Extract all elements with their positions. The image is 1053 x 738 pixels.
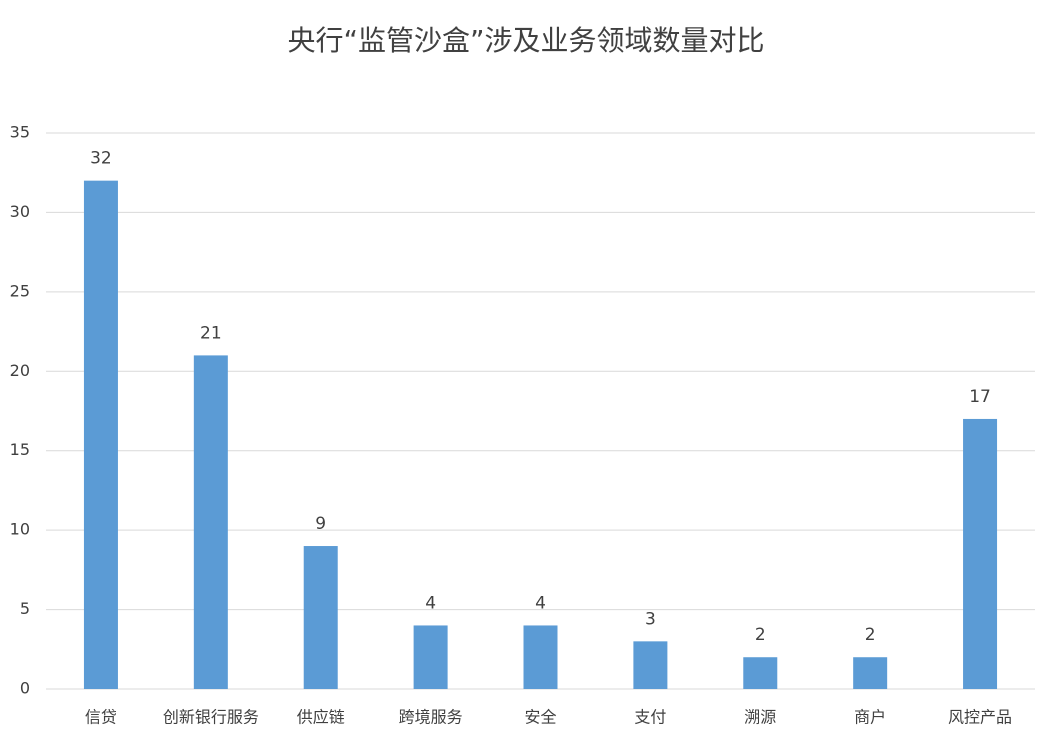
x-tick-label: 商户 — [854, 708, 886, 727]
bar — [83, 180, 118, 689]
x-tick-label: 安全 — [524, 708, 556, 727]
value-label: 32 — [90, 149, 112, 169]
x-tick-label: 供应链 — [297, 708, 345, 727]
value-label: 21 — [200, 323, 222, 343]
x-tick-label: 创新银行服务 — [163, 708, 259, 727]
y-tick-label: 5 — [20, 599, 30, 618]
value-label: 17 — [969, 387, 991, 407]
bar — [523, 625, 558, 689]
bar — [633, 641, 668, 689]
value-label: 2 — [755, 625, 766, 645]
value-label: 9 — [315, 514, 326, 534]
y-tick-label: 0 — [20, 679, 30, 698]
value-label: 4 — [425, 593, 436, 613]
y-tick-label: 35 — [10, 123, 30, 142]
value-label: 3 — [645, 609, 656, 629]
bar — [303, 546, 338, 689]
bar — [193, 355, 228, 689]
bar — [963, 418, 998, 689]
x-tick-label: 支付 — [634, 708, 666, 727]
value-label: 2 — [865, 625, 876, 645]
y-tick-label: 20 — [10, 361, 30, 380]
x-tick-label: 风控产品 — [948, 708, 1012, 727]
chart-title: 央行“监管沙盒”涉及业务领域数量对比 — [287, 24, 764, 57]
y-tick-label: 30 — [10, 202, 30, 221]
bar — [413, 625, 448, 689]
y-tick-label: 15 — [10, 440, 30, 459]
y-tick-label: 10 — [10, 520, 30, 539]
value-label: 4 — [535, 593, 546, 613]
x-tick-label: 信贷 — [85, 708, 117, 727]
x-tick-label: 跨境服务 — [399, 708, 463, 727]
bar — [743, 657, 778, 689]
x-tick-label: 溯源 — [744, 708, 776, 727]
y-tick-label: 25 — [10, 281, 30, 300]
bar — [853, 657, 888, 689]
